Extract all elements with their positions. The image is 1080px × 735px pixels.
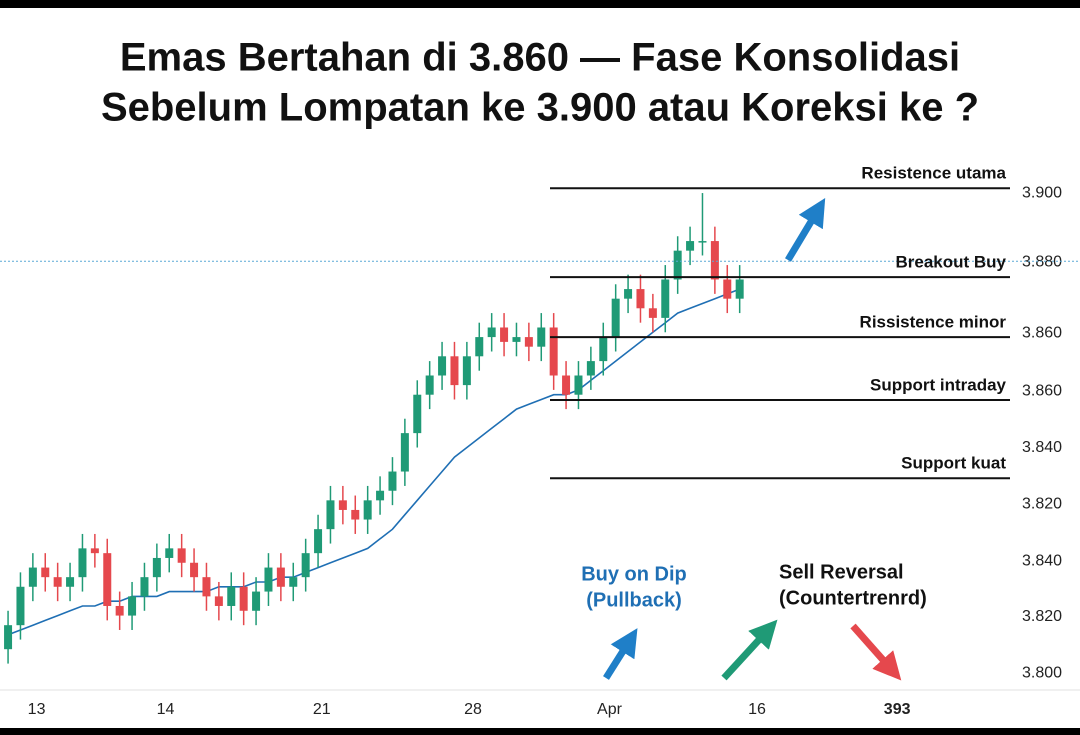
candle-body — [475, 337, 484, 357]
candle-body — [78, 548, 87, 578]
candle-body — [586, 361, 595, 376]
annotation: (Countertrenrd) — [779, 587, 927, 609]
candle-body — [103, 553, 112, 606]
x-tick-label: 14 — [157, 701, 175, 718]
x-tick-label: 16 — [748, 701, 766, 718]
candle-body — [41, 567, 50, 578]
candle-body — [462, 356, 471, 386]
candle-body — [252, 591, 261, 611]
x-tick-label: 13 — [28, 701, 46, 718]
candle-body — [301, 553, 310, 578]
y-tick-label: 3.800 — [1022, 664, 1062, 681]
candle-body — [425, 375, 434, 395]
candle-body — [90, 548, 99, 554]
candle-body — [239, 586, 248, 611]
candle-body — [16, 586, 25, 626]
y-tick-label: 3.880 — [1022, 253, 1062, 270]
candle-body — [28, 567, 37, 587]
candle-body — [624, 289, 633, 299]
candle-body — [53, 577, 62, 587]
candle-body — [66, 577, 75, 587]
candle-body — [214, 596, 223, 606]
level-label: Resistence utama — [861, 164, 1006, 183]
candle-body — [500, 327, 509, 342]
candle-body — [376, 490, 385, 501]
candle-body — [165, 548, 174, 558]
candle-body — [661, 279, 670, 318]
candle-body — [264, 567, 273, 592]
arrow — [721, 619, 778, 681]
level-label: Breakout Buy — [895, 253, 1006, 272]
candle-body — [686, 241, 695, 251]
chart-title: Emas Bertahan di 3.860 — Fase Konsolidas… — [120, 36, 960, 80]
y-tick-label: 3.820 — [1022, 608, 1062, 625]
candle-body — [351, 509, 360, 520]
y-tick-label: 3.840 — [1022, 553, 1062, 570]
candle-body — [450, 356, 459, 386]
candle-body — [152, 557, 161, 578]
level-label: Support kuat — [901, 454, 1006, 473]
annotation: Sell Reversal — [779, 561, 904, 583]
candle-body — [524, 337, 533, 347]
candle-body — [698, 241, 707, 243]
candle-body — [549, 327, 558, 376]
plot — [4, 193, 744, 664]
candle-body — [574, 375, 583, 395]
candle-body — [413, 394, 422, 434]
arrow — [603, 628, 638, 680]
y-tick-label: 3.840 — [1022, 439, 1062, 456]
level-label: Rissistence minor — [860, 313, 1007, 332]
candle-body — [537, 327, 546, 347]
candle-body — [438, 356, 447, 376]
arrow — [850, 623, 902, 681]
candle-body — [363, 500, 372, 520]
y-tick-label: 3.860 — [1022, 324, 1062, 341]
annotation: (Pullback) — [586, 589, 682, 611]
x-tick-label: 28 — [464, 701, 482, 718]
x-tick-label: Apr — [597, 701, 623, 718]
candle-body — [636, 289, 645, 309]
candle-body — [599, 337, 608, 362]
candle-body — [177, 548, 186, 563]
candle-body — [326, 500, 335, 530]
candle-body — [276, 567, 285, 587]
candle-body — [487, 327, 496, 338]
candle-body — [289, 577, 298, 587]
level-label: Support intraday — [870, 375, 1007, 394]
candle-body — [512, 337, 521, 342]
y-tick-label: 3.820 — [1022, 495, 1062, 512]
candle-body — [723, 279, 732, 299]
candle-body — [227, 586, 236, 606]
candle-body — [710, 241, 719, 280]
candle-body — [611, 298, 620, 338]
x-tick-label: 21 — [313, 701, 331, 718]
candle-body — [202, 577, 211, 597]
candle-body — [338, 500, 347, 510]
candle-body — [140, 577, 149, 597]
candle-body — [648, 308, 657, 318]
y-tick-label: 3.860 — [1022, 382, 1062, 399]
candle-body — [673, 250, 682, 280]
candle-body — [400, 433, 409, 472]
chart-title: Sebelum Lompatan ke 3.900 atau Koreksi k… — [101, 86, 979, 130]
candle-body — [115, 605, 124, 616]
candle-body — [190, 562, 199, 578]
background — [0, 8, 1080, 728]
candle-body — [314, 529, 323, 554]
candle-body — [128, 596, 137, 616]
y-tick-label: 3.900 — [1022, 184, 1062, 201]
arrow — [784, 197, 826, 262]
x-tick-label: 393 — [884, 701, 911, 718]
candle-body — [4, 625, 13, 650]
candle-body — [735, 279, 744, 299]
annotation: Buy on Dip — [581, 563, 687, 585]
candle-body — [562, 375, 571, 395]
candle-body — [388, 471, 397, 491]
